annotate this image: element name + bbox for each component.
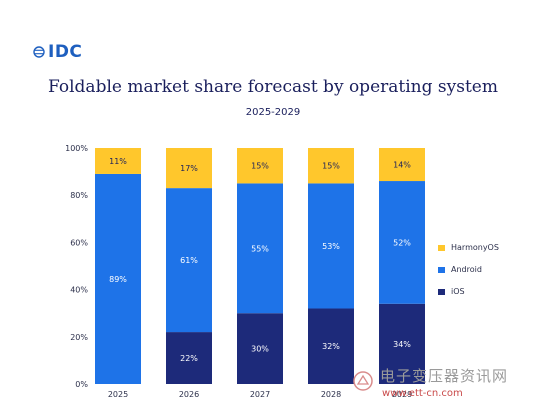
- data-label: 32%: [322, 342, 340, 351]
- watermark-text: 电子变压器资讯网: [380, 367, 509, 385]
- bar-android-2025: [95, 173, 141, 384]
- legend-item-harmonyos: HarmonyOS: [438, 242, 499, 253]
- data-label: 15%: [322, 162, 340, 171]
- bar-android-2026: [166, 188, 212, 333]
- globe-icon: [33, 46, 45, 58]
- bar-ios-2028: [308, 308, 354, 384]
- x-tick-label: 2027: [250, 390, 270, 399]
- chart-legend: HarmonyOS Android iOS: [438, 242, 499, 308]
- idc-logo: IDC: [33, 42, 82, 62]
- data-label: 52%: [393, 238, 411, 247]
- y-tick-label: 60%: [70, 238, 88, 247]
- bar-harmonyos-2027: [237, 148, 283, 184]
- x-tick-label: 2025: [108, 390, 128, 399]
- bar-ios-2027: [237, 313, 283, 384]
- watermark-logo-icon: [353, 371, 373, 391]
- bar-android-2028: [308, 183, 354, 309]
- data-label: 11%: [109, 157, 127, 166]
- x-tick-label: 2029: [392, 390, 412, 399]
- x-tick-label: 2028: [321, 390, 341, 399]
- legend-swatch-harmonyos: [438, 244, 445, 251]
- watermark: 电子变压器资讯网 www.ett-cn.com: [350, 362, 540, 406]
- bar-harmonyos-2025: [95, 148, 141, 174]
- bar-ios-2029: [379, 303, 425, 384]
- bar-android-2027: [237, 183, 283, 314]
- data-label: 55%: [251, 244, 269, 253]
- legend-label-android: Android: [451, 265, 482, 274]
- legend-label-harmonyos: HarmonyOS: [451, 243, 499, 252]
- legend-item-android: Android: [438, 264, 499, 275]
- data-label: 22%: [180, 354, 198, 363]
- data-label: 17%: [180, 164, 198, 173]
- y-tick-label: 40%: [70, 286, 88, 295]
- bar-harmonyos-2026: [166, 148, 212, 189]
- data-label: 14%: [393, 161, 411, 170]
- x-tick-label: 2026: [179, 390, 199, 399]
- watermark-url: www.ett-cn.com: [382, 388, 463, 399]
- legend-label-ios: iOS: [451, 287, 465, 296]
- data-label: 53%: [322, 242, 340, 251]
- bar-android-2029: [379, 181, 425, 304]
- data-label: 15%: [251, 162, 269, 171]
- y-tick-label: 20%: [70, 333, 88, 342]
- bar-harmonyos-2028: [308, 148, 354, 184]
- data-label: 34%: [393, 340, 411, 349]
- data-label: 61%: [180, 256, 198, 265]
- legend-swatch-ios: [438, 288, 445, 295]
- bar-harmonyos-2029: [379, 148, 425, 182]
- legend-item-ios: iOS: [438, 286, 499, 297]
- legend-swatch-android: [438, 266, 445, 273]
- data-label: 89%: [109, 275, 127, 284]
- bar-ios-2026: [166, 332, 212, 384]
- chart-title: Foldable market share forecast by operat…: [48, 77, 498, 97]
- logo-text: IDC: [48, 42, 83, 62]
- chart-subtitle: 2025-2029: [245, 107, 301, 118]
- y-tick-label: 100%: [65, 144, 88, 153]
- y-tick-label: 80%: [70, 191, 88, 200]
- data-label: 30%: [251, 345, 269, 354]
- y-tick-label: 0%: [75, 380, 88, 389]
